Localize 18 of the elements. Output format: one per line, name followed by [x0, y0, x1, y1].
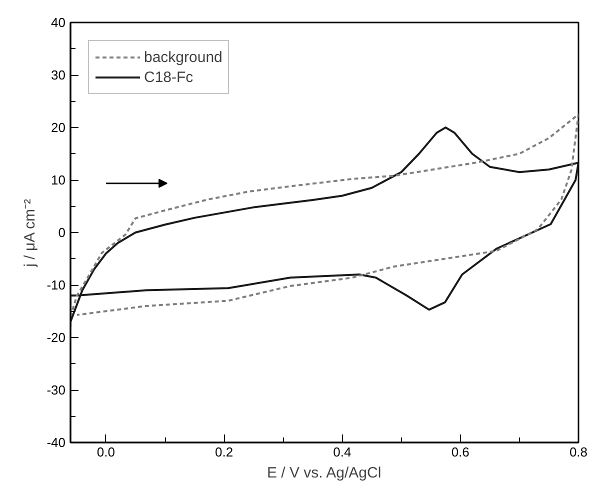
legend-label: C18-Fc: [144, 68, 194, 86]
x-tick-label: 0.6: [451, 444, 470, 460]
y-tick-label: 10: [51, 172, 66, 188]
x-axis-title: E / V vs. Ag/AgCl: [266, 464, 382, 482]
y-tick-label: -40: [46, 435, 66, 450]
x-tick-label: 0.4: [333, 444, 352, 460]
x-tick-label: 0.8: [569, 444, 588, 460]
x-tick-label: 0.2: [215, 444, 234, 460]
y-tick-label: 0: [58, 225, 66, 240]
legend-label: background: [144, 48, 222, 66]
y-tick-label: 20: [51, 120, 66, 135]
y-tick-label: -20: [46, 330, 66, 345]
y-tick-label: -10: [46, 278, 66, 292]
y-tick-label: 40: [51, 15, 66, 30]
text: 0.0: [96, 444, 115, 460]
y-axis-title: j / μA cm⁻²: [22, 199, 39, 268]
y-tick-label: 30: [51, 68, 66, 82]
y-tick-label: -30: [46, 382, 66, 398]
